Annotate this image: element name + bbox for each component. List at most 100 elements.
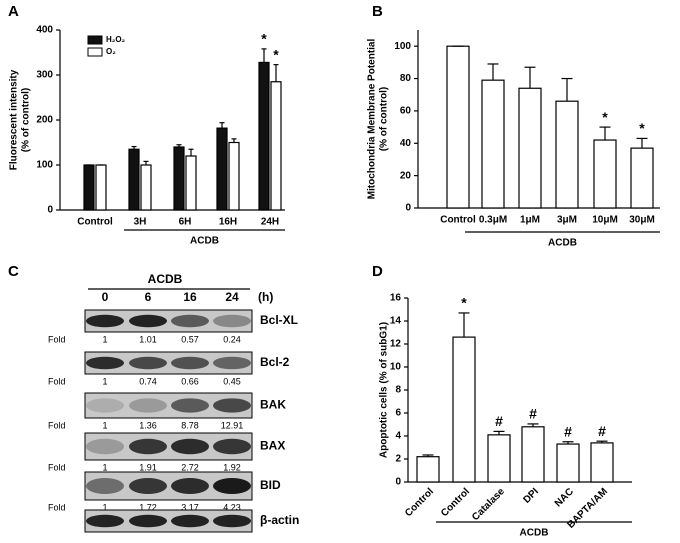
fold-value: 12.91 <box>221 420 244 430</box>
fold-value: 0.74 <box>139 376 157 386</box>
significance-marker: # <box>529 406 537 422</box>
significance-marker: * <box>461 295 467 311</box>
significance-marker: * <box>273 46 279 62</box>
fold-value: 0.66 <box>181 376 199 386</box>
y-tick-label: 200 <box>36 115 53 126</box>
blot-band <box>171 314 209 328</box>
blot-band <box>213 398 251 413</box>
fold-value: 1 <box>102 376 107 386</box>
bar <box>185 155 197 211</box>
fold-value: 1.91 <box>139 462 157 472</box>
bar <box>446 45 470 209</box>
bar <box>83 164 95 211</box>
blot-strip <box>84 309 253 333</box>
fold-value: 2.72 <box>181 462 199 472</box>
time-label: 0 <box>102 290 109 304</box>
y-tick-label: 14 <box>390 316 402 327</box>
y-tick-label: 8 <box>395 385 401 396</box>
protein-label: BAK <box>260 398 286 412</box>
bar <box>521 426 545 483</box>
blot-band <box>213 314 251 328</box>
blot-band <box>213 438 251 455</box>
protein-label: BAX <box>260 439 285 453</box>
bar <box>228 141 240 211</box>
fold-label: Fold <box>48 502 66 512</box>
blot-band <box>86 356 124 370</box>
bar <box>270 81 282 211</box>
y-tick-label: 12 <box>390 339 402 350</box>
blot-band <box>213 356 251 370</box>
panel-label: C <box>8 263 19 280</box>
y-tick-label: 6 <box>395 408 401 419</box>
panel-label: A <box>8 3 19 20</box>
y-tick-label: 16 <box>390 293 402 304</box>
blot-band <box>129 514 167 528</box>
y-tick-label: 20 <box>400 170 412 181</box>
fold-value: 8.78 <box>181 420 199 430</box>
y-axis-label: (% of control) <box>21 88 32 152</box>
x-tick-label: 3μM <box>557 215 577 226</box>
blot-band <box>129 356 167 370</box>
panel-label: B <box>372 3 383 20</box>
bar <box>630 147 654 209</box>
bar <box>258 61 270 211</box>
blot-band <box>86 514 124 528</box>
fold-value: 1 <box>102 334 107 344</box>
x-tick-label: DPI <box>521 486 541 506</box>
y-tick-label: 40 <box>400 138 412 149</box>
fold-value: 1.36 <box>139 420 157 430</box>
blot-band <box>129 438 167 455</box>
x-tick-label: 10μM <box>592 215 618 226</box>
y-tick-label: 60 <box>400 106 412 117</box>
fold-label: Fold <box>48 334 66 344</box>
fold-value: 4.23 <box>223 502 241 512</box>
legend-swatch <box>87 35 103 45</box>
bar <box>128 148 140 211</box>
legend-label: H₂O₂ <box>106 35 126 44</box>
fold-value: 1 <box>102 462 107 472</box>
bar <box>416 456 440 483</box>
y-tick-label: 0 <box>47 205 53 216</box>
bar <box>173 146 185 211</box>
x-tick-label: 16H <box>219 217 237 228</box>
blot-band <box>86 438 124 455</box>
fold-value: 0.24 <box>223 334 241 344</box>
bar <box>452 336 476 483</box>
x-tick-label: NAC <box>553 486 576 509</box>
x-tick-label: 3H <box>134 217 147 228</box>
protein-label: Bcl-2 <box>260 355 290 369</box>
bar <box>593 139 617 209</box>
y-tick-label: 100 <box>36 160 53 171</box>
fold-label: Fold <box>48 420 66 430</box>
bar <box>556 443 580 483</box>
x-tick-label: 0.3μM <box>479 215 507 226</box>
y-tick-label: 400 <box>36 25 53 36</box>
bar <box>481 79 505 209</box>
y-tick-label: 80 <box>400 73 412 84</box>
blot-band <box>171 514 209 528</box>
y-tick-label: 100 <box>394 41 411 52</box>
fold-label: Fold <box>48 376 66 386</box>
blot-band <box>213 478 251 494</box>
blot-band <box>86 398 124 413</box>
bar <box>487 434 511 483</box>
y-tick-label: 2 <box>395 454 401 465</box>
significance-marker: # <box>564 423 572 439</box>
y-axis-label: Mitochondria Membrane Potential <box>367 38 378 199</box>
fold-value: 1.92 <box>223 462 241 472</box>
x-tick-label: Control <box>403 486 436 519</box>
blot-strip <box>84 351 253 375</box>
y-tick-label: 0 <box>405 203 411 214</box>
time-unit: (h) <box>258 290 273 304</box>
protein-label: BID <box>260 478 281 492</box>
blot-band <box>171 438 209 455</box>
y-tick-label: 300 <box>36 70 53 81</box>
treatment-label: ACDB <box>148 272 183 286</box>
group-label: ACDB <box>190 236 219 247</box>
y-tick-label: 0 <box>395 477 401 488</box>
fold-value: 1 <box>102 502 107 512</box>
blot-band <box>86 314 124 328</box>
bar <box>518 87 542 209</box>
legend-swatch <box>87 47 103 57</box>
